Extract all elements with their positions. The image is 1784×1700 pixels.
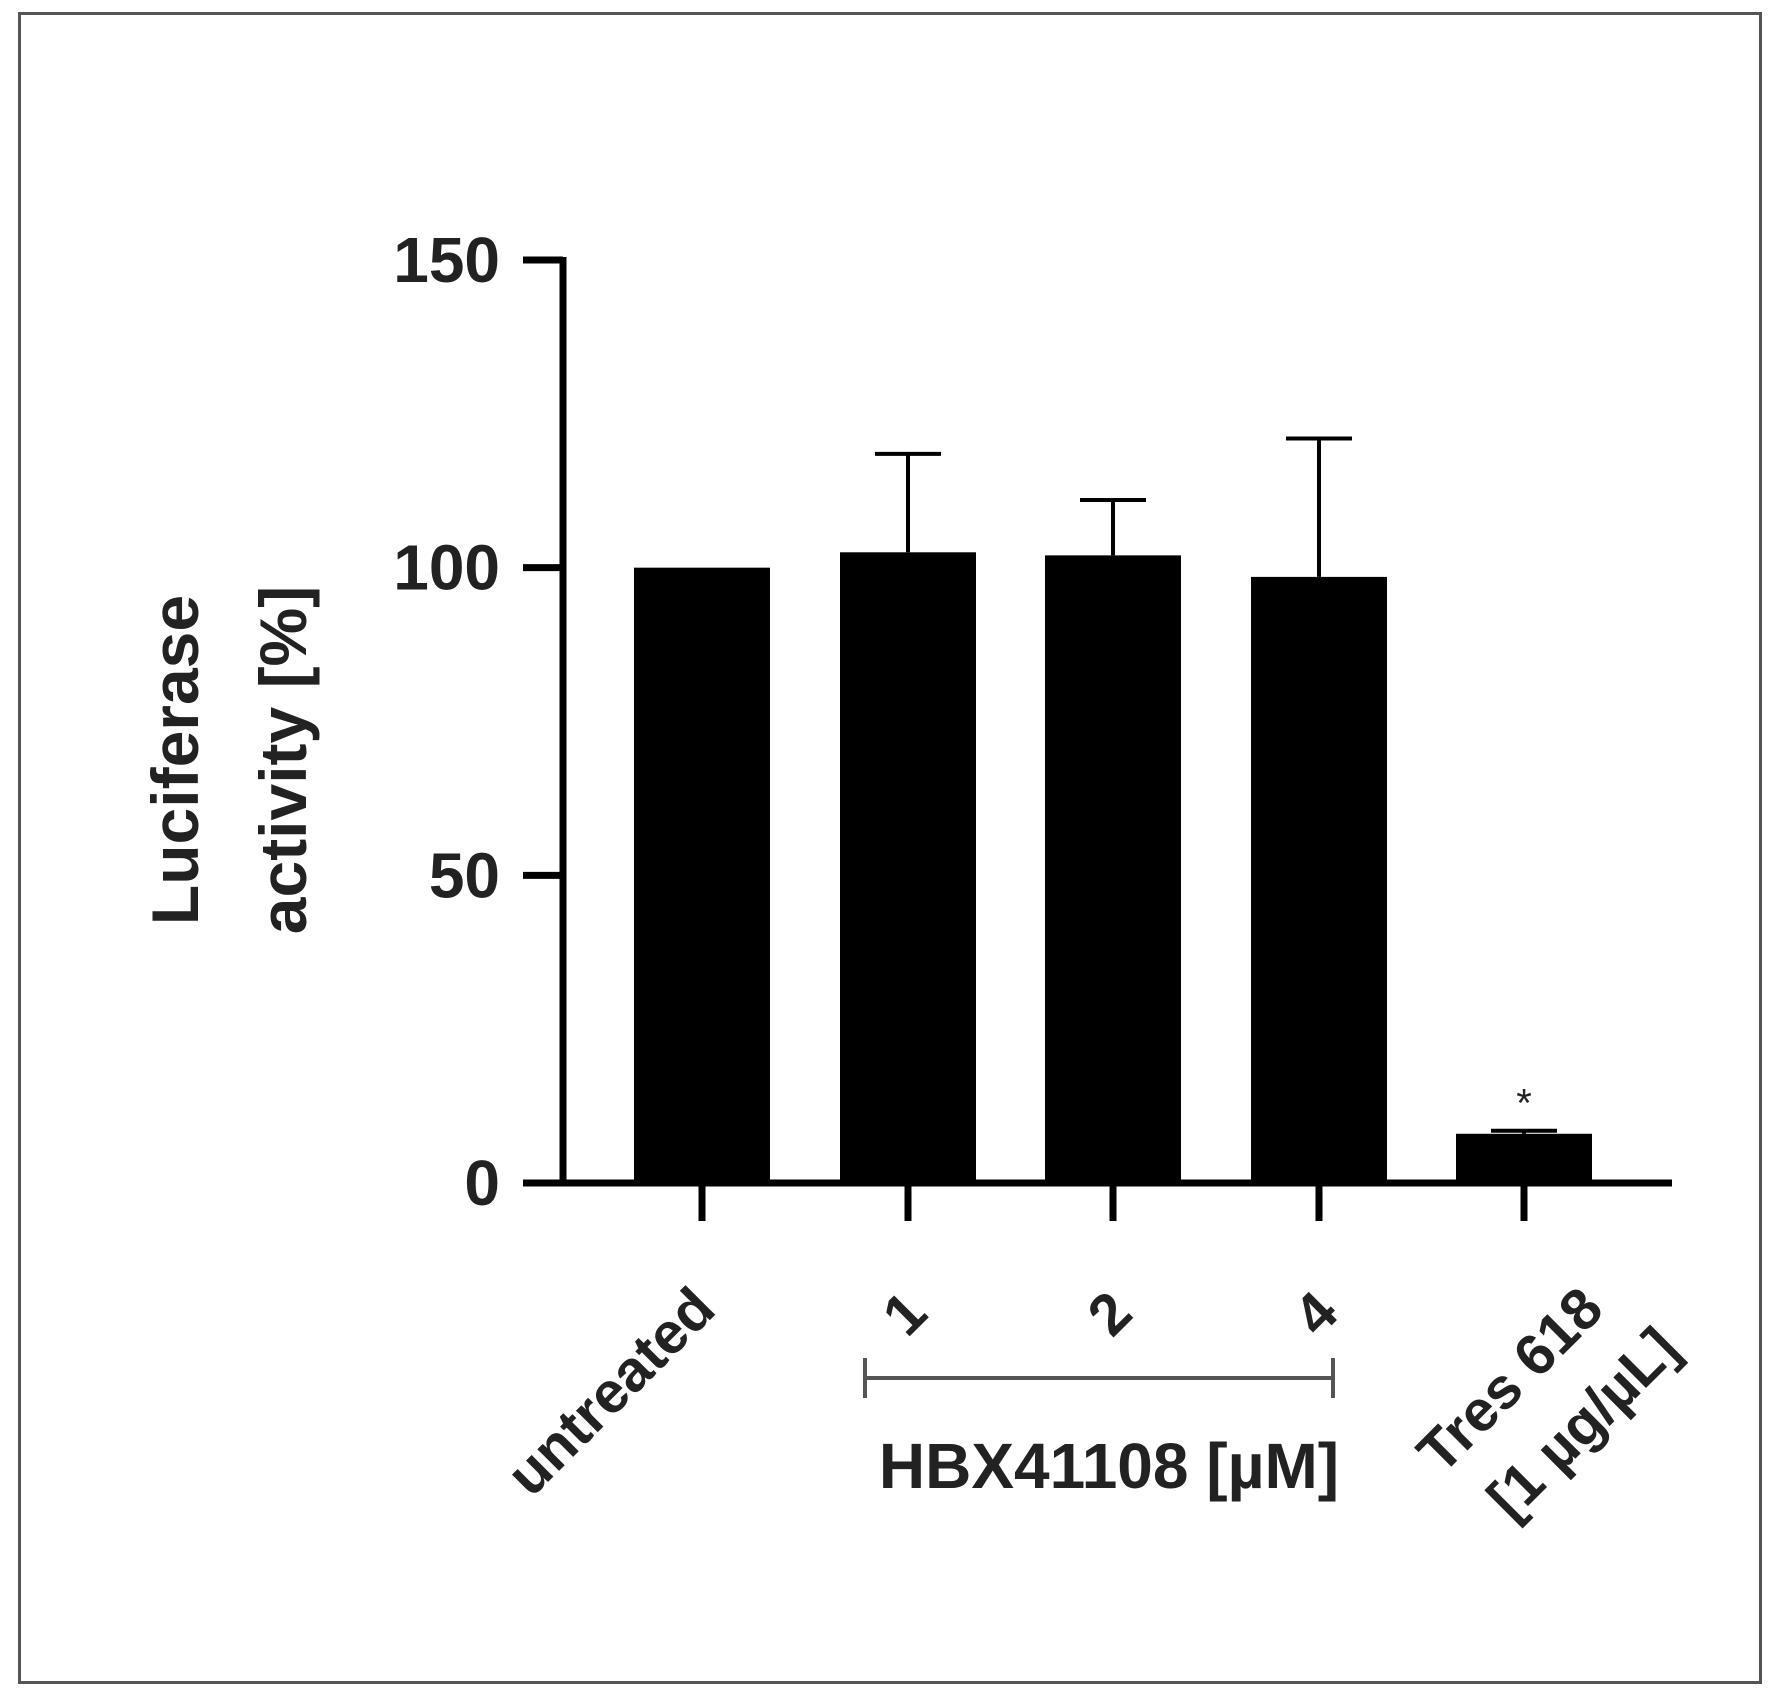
bars-layer xyxy=(634,552,1592,1183)
y-axis-title: Luciferase activity [%] xyxy=(138,586,320,934)
significance-marker-0: * xyxy=(1516,1082,1532,1126)
y-tick-label-0: 0 xyxy=(464,1147,500,1219)
y-axis-title-line1: Luciferase xyxy=(138,595,212,925)
y-axis-title-line2: activity [%] xyxy=(246,586,320,934)
bar-4 xyxy=(1456,1134,1592,1183)
x-label-0: untreated xyxy=(494,1275,727,1508)
bar-3 xyxy=(1251,577,1387,1183)
bar-1 xyxy=(840,552,976,1183)
y-ticks-layer: 0 50 100 150 xyxy=(393,224,563,1219)
y-tick-label-3: 150 xyxy=(393,224,500,296)
bar-2 xyxy=(1045,555,1181,1183)
x-label-1: 1 xyxy=(870,1279,939,1348)
y-tick-label-1: 50 xyxy=(429,839,500,911)
x-label-2: 2 xyxy=(1075,1279,1144,1348)
x-label-3: 4 xyxy=(1281,1279,1350,1348)
annotations-layer: * xyxy=(1516,1082,1532,1126)
bar-0 xyxy=(634,568,770,1183)
group-bracket-label: HBX41108 [µM] xyxy=(879,1430,1339,1502)
errorbars-layer xyxy=(875,438,1557,1133)
group-bracket: HBX41108 [µM] xyxy=(865,1358,1339,1502)
y-tick-label-2: 100 xyxy=(393,532,500,604)
